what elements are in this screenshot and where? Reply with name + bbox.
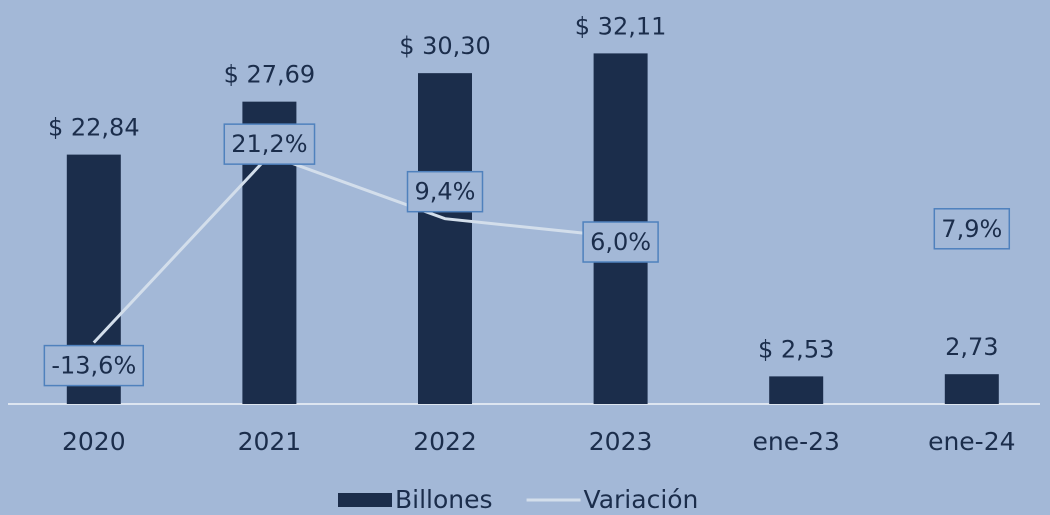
x-tick-label: 2023 [589, 427, 653, 456]
data-label-box [933, 208, 1011, 250]
data-label-box [406, 170, 484, 213]
data-label: $ 30,30 [399, 32, 491, 60]
legend-label: Variación [584, 485, 699, 514]
x-tick-label: 2020 [62, 427, 126, 456]
x-tick-label: 2022 [413, 427, 477, 456]
data-label: -13,6% [51, 352, 136, 380]
data-label: $ 2,53 [758, 335, 834, 363]
data-label: $ 27,69 [224, 61, 316, 89]
data-label: 9,4% [415, 178, 476, 206]
bar [418, 73, 472, 405]
data-label: 21,2% [231, 130, 307, 158]
data-label-box [43, 344, 145, 387]
x-tick-label: ene-24 [928, 427, 1015, 456]
data-label-box [223, 123, 316, 165]
data-label: 7,9% [941, 215, 1002, 243]
data-label: $ 32,11 [575, 12, 667, 40]
data-label: 2,73 [945, 333, 998, 361]
x-tick-label: ene-23 [752, 427, 839, 456]
data-label: $ 22,84 [48, 114, 140, 142]
legend-swatch [338, 493, 392, 507]
bar [769, 376, 824, 404]
data-label: 6,0% [590, 228, 651, 256]
bar [944, 374, 999, 404]
legend-label: Billones [395, 485, 493, 514]
data-label-box [582, 221, 659, 263]
x-tick-label: 2021 [238, 427, 302, 456]
line [92, 153, 621, 344]
